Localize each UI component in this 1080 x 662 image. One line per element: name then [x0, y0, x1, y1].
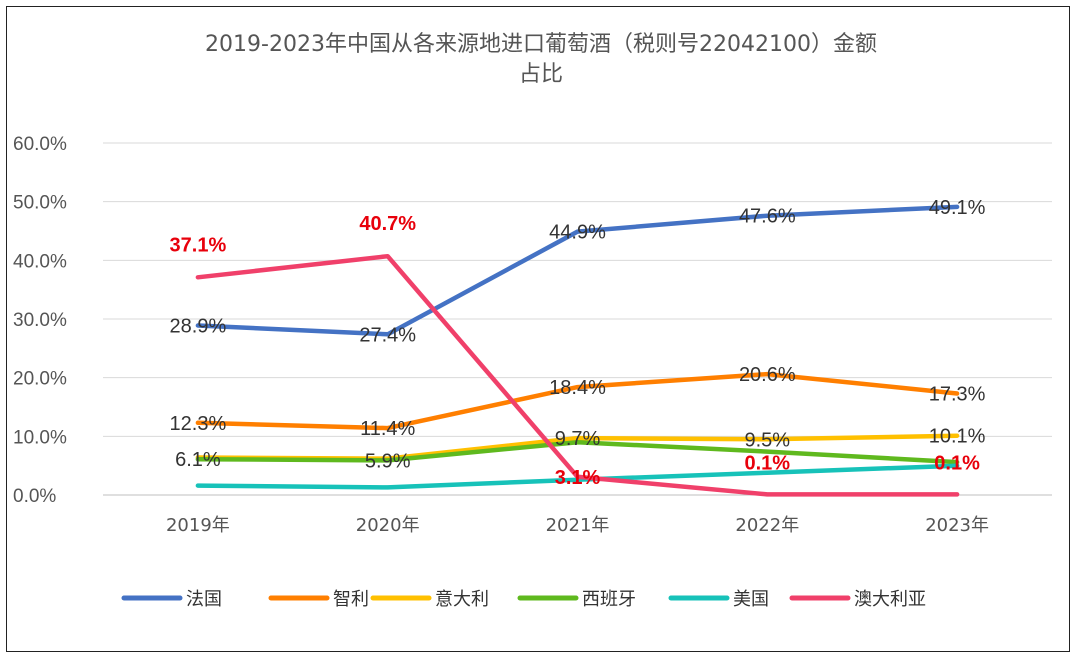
data-label: 47.6% [739, 206, 796, 228]
y-axis: 0.0% 10.0% 20.0% 30.0% 40.0% 50.0% 60.0% [13, 134, 67, 507]
legend-label: 美国 [733, 589, 769, 610]
series-line-澳大利亚 [195, 253, 960, 497]
legend-label: 西班牙 [582, 589, 636, 610]
chart-frame: 2019-2023年中国从各来源地进口葡萄酒（税则号22042100）金额 占比… [6, 6, 1070, 652]
data-label: 28.9% [170, 315, 227, 337]
data-label: 9.5% [745, 429, 791, 451]
y-tick-label: 50.0% [13, 193, 67, 214]
data-label: 10.1% [929, 426, 986, 448]
chart-title-line2: 占比 [519, 62, 563, 87]
data-labels: 28.9% 27.4% 44.9% 47.6% 49.1% 12.3% 11.4% 18.4%… [170, 197, 986, 489]
data-label: 20.6% [739, 364, 796, 386]
data-label: 12.3% [170, 413, 227, 435]
line-chart: 2019-2023年中国从各来源地进口葡萄酒（税则号22042100）金额 占比… [13, 32, 1052, 610]
y-tick-label: 0.0% [13, 486, 56, 507]
data-label: 18.4% [549, 377, 606, 399]
legend-label: 法国 [186, 589, 222, 610]
y-tick-label: 40.0% [13, 251, 67, 272]
x-tick-label: 2023年 [925, 515, 989, 536]
legend-label: 澳大利亚 [854, 589, 926, 610]
y-tick-label: 20.0% [13, 369, 67, 390]
series-line-智利 [195, 371, 960, 431]
data-label: 0.1% [745, 452, 791, 474]
data-label: 27.4% [359, 324, 416, 346]
data-label: 0.1% [934, 452, 980, 474]
x-tick-label: 2022年 [735, 515, 799, 536]
data-label: 3.1% [555, 467, 601, 489]
legend-label: 意大利 [435, 589, 489, 610]
data-label: 9.7% [555, 428, 601, 450]
gridlines [103, 142, 1052, 496]
data-label: 17.3% [929, 384, 986, 406]
x-tick-label: 2019年 [166, 515, 230, 536]
data-label: 49.1% [929, 197, 986, 219]
chart-title: 2019-2023年中国从各来源地进口葡萄酒（税则号22042100）金额 [205, 32, 877, 57]
y-tick-label: 60.0% [13, 134, 67, 155]
series-line-西班牙 [195, 439, 960, 465]
legend-label: 智利 [333, 589, 369, 610]
data-label: 40.7% [359, 213, 416, 235]
legend: 法国 智利 意大利 西班牙 美国 澳大利亚 [121, 589, 926, 610]
x-tick-label: 2020年 [356, 515, 420, 536]
series-lines [195, 204, 960, 497]
x-tick-label: 2021年 [546, 515, 610, 536]
data-label: 5.9% [365, 450, 411, 472]
series-line-法国 [195, 204, 960, 337]
data-label: 44.9% [549, 222, 606, 244]
data-label: 11.4% [360, 418, 415, 440]
x-axis: 2019年 2020年 2021年 2022年 2023年 [166, 515, 989, 536]
series-line-美国 [195, 463, 960, 490]
y-tick-label: 30.0% [13, 310, 67, 331]
data-label: 6.1% [175, 449, 221, 471]
y-tick-label: 10.0% [13, 427, 67, 448]
data-label: 37.1% [170, 234, 227, 256]
